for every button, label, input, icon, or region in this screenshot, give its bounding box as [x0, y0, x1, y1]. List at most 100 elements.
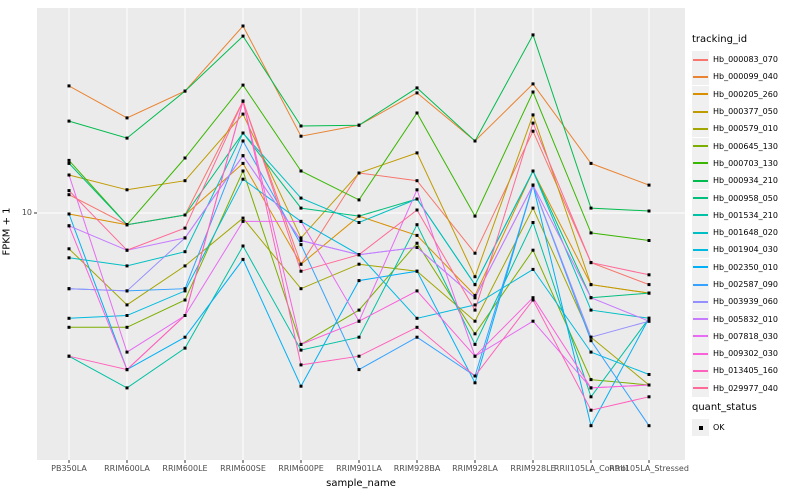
- legend-key-line-icon: [692, 103, 709, 121]
- data-point: [299, 169, 303, 173]
- legend-item-label: Hb_001904_030: [713, 245, 778, 255]
- data-point: [183, 335, 187, 339]
- data-point: [531, 33, 535, 37]
- legend-item: Hb_029977_040: [692, 379, 800, 397]
- legend-item-label: Hb_005832_010: [713, 314, 778, 324]
- data-point: [183, 289, 187, 293]
- data-point: [183, 287, 187, 291]
- data-point: [67, 158, 71, 162]
- data-point: [183, 226, 187, 230]
- data-point: [241, 257, 245, 261]
- x-tick-label-RRII105LA_Control: RRII105LA_Control: [553, 464, 629, 473]
- data-point: [299, 269, 303, 273]
- data-point: [415, 316, 419, 320]
- data-point: [589, 395, 593, 399]
- data-point: [299, 243, 303, 247]
- data-point: [241, 169, 245, 173]
- legend-key-line-icon: [692, 241, 709, 259]
- data-point: [531, 267, 535, 271]
- x-tick-label-RRII105LA_Stressed: RRII105LA_Stressed: [609, 464, 689, 473]
- data-point: [183, 314, 187, 317]
- legend-item: Hb_000377_050: [692, 103, 800, 121]
- legend-key-line-icon: [692, 120, 709, 138]
- data-point: [473, 296, 477, 300]
- data-point: [647, 373, 651, 376]
- data-point: [357, 221, 361, 224]
- ok-square-marker-icon: [692, 419, 709, 437]
- data-point: [531, 298, 535, 302]
- data-point: [125, 368, 129, 372]
- y-axis-title: FPKM + 1: [1, 207, 13, 256]
- data-point: [67, 247, 71, 251]
- data-point: [125, 136, 129, 140]
- panel-background: [37, 8, 685, 460]
- data-point: [415, 223, 419, 227]
- legend-item-label: Hb_000703_130: [713, 158, 778, 168]
- legend-item-label: Hb_001534_210: [713, 210, 778, 220]
- legend-item-label: Hb_003939_060: [713, 297, 778, 307]
- data-point: [299, 206, 303, 210]
- tracking-id-legend-items: Hb_000083_070 Hb_000099_040 Hb_000205_260 H…: [692, 51, 800, 397]
- x-tick-label-RRIM600LE: RRIM600LE: [162, 464, 208, 473]
- legend-key-line-icon: [692, 51, 709, 69]
- data-point: [299, 262, 303, 266]
- data-point: [589, 339, 593, 343]
- legend-item: Hb_013405_160: [692, 362, 800, 380]
- legend-key-line-icon: [692, 189, 709, 207]
- data-point: [589, 335, 593, 339]
- data-point: [67, 325, 71, 329]
- data-point: [647, 183, 651, 187]
- data-point: [183, 89, 187, 93]
- data-point: [357, 198, 361, 202]
- data-point: [183, 264, 187, 268]
- legend-item: Hb_000645_130: [692, 137, 800, 155]
- x-tick-label-RRIM928LE: RRIM928LE: [510, 464, 556, 473]
- data-point: [415, 151, 419, 155]
- data-point: [415, 289, 419, 293]
- data-point: [647, 316, 651, 320]
- data-point: [415, 188, 419, 192]
- legend-item-label: Hb_029977_040: [713, 383, 778, 393]
- data-point: [125, 325, 129, 329]
- data-point: [125, 350, 129, 354]
- data-point: [125, 289, 129, 293]
- data-point: [241, 139, 245, 143]
- data-point: [299, 363, 303, 367]
- data-point: [183, 346, 187, 350]
- data-point: [647, 395, 651, 399]
- legend-item: Hb_001904_030: [692, 241, 800, 259]
- data-point: [589, 378, 593, 382]
- data-point: [589, 350, 593, 354]
- legend-key-line-icon: [692, 68, 709, 86]
- legend-item: Hb_000958_050: [692, 189, 800, 207]
- legend-item-label: Hb_007818_030: [713, 331, 778, 341]
- data-point: [473, 374, 477, 378]
- data-point: [241, 99, 245, 103]
- data-point: [473, 283, 477, 287]
- data-point: [647, 383, 651, 387]
- legend-item-label: Hb_013405_160: [713, 366, 778, 376]
- legend-item-label: Hb_000958_050: [713, 193, 778, 203]
- x-tick-label-RRIM600SE: RRIM600SE: [220, 464, 266, 473]
- data-point: [357, 262, 361, 266]
- legend-item: Hb_002587_090: [692, 276, 800, 293]
- data-point: [241, 24, 245, 28]
- data-point: [589, 296, 593, 300]
- data-point: [241, 112, 245, 116]
- tracking-id-legend-title: tracking_id: [692, 34, 748, 45]
- tracking-id-legend: tracking_id Hb_000083_070 Hb_000099_040 Hb…: [692, 34, 800, 397]
- data-point: [125, 223, 129, 227]
- data-point: [415, 325, 419, 329]
- legend-item-label: OK: [713, 423, 725, 433]
- legend-item-label: Hb_000645_130: [713, 141, 778, 151]
- data-point: [299, 124, 303, 128]
- legend-item-label: Hb_001648_020: [713, 228, 778, 238]
- data-point: [647, 319, 651, 323]
- data-point: [357, 308, 361, 312]
- data-point: [415, 86, 419, 90]
- data-point: [415, 179, 419, 183]
- x-tick-label-RRIM928BA: RRIM928BA: [393, 464, 441, 473]
- legend-item-label: Hb_009302_030: [713, 349, 778, 359]
